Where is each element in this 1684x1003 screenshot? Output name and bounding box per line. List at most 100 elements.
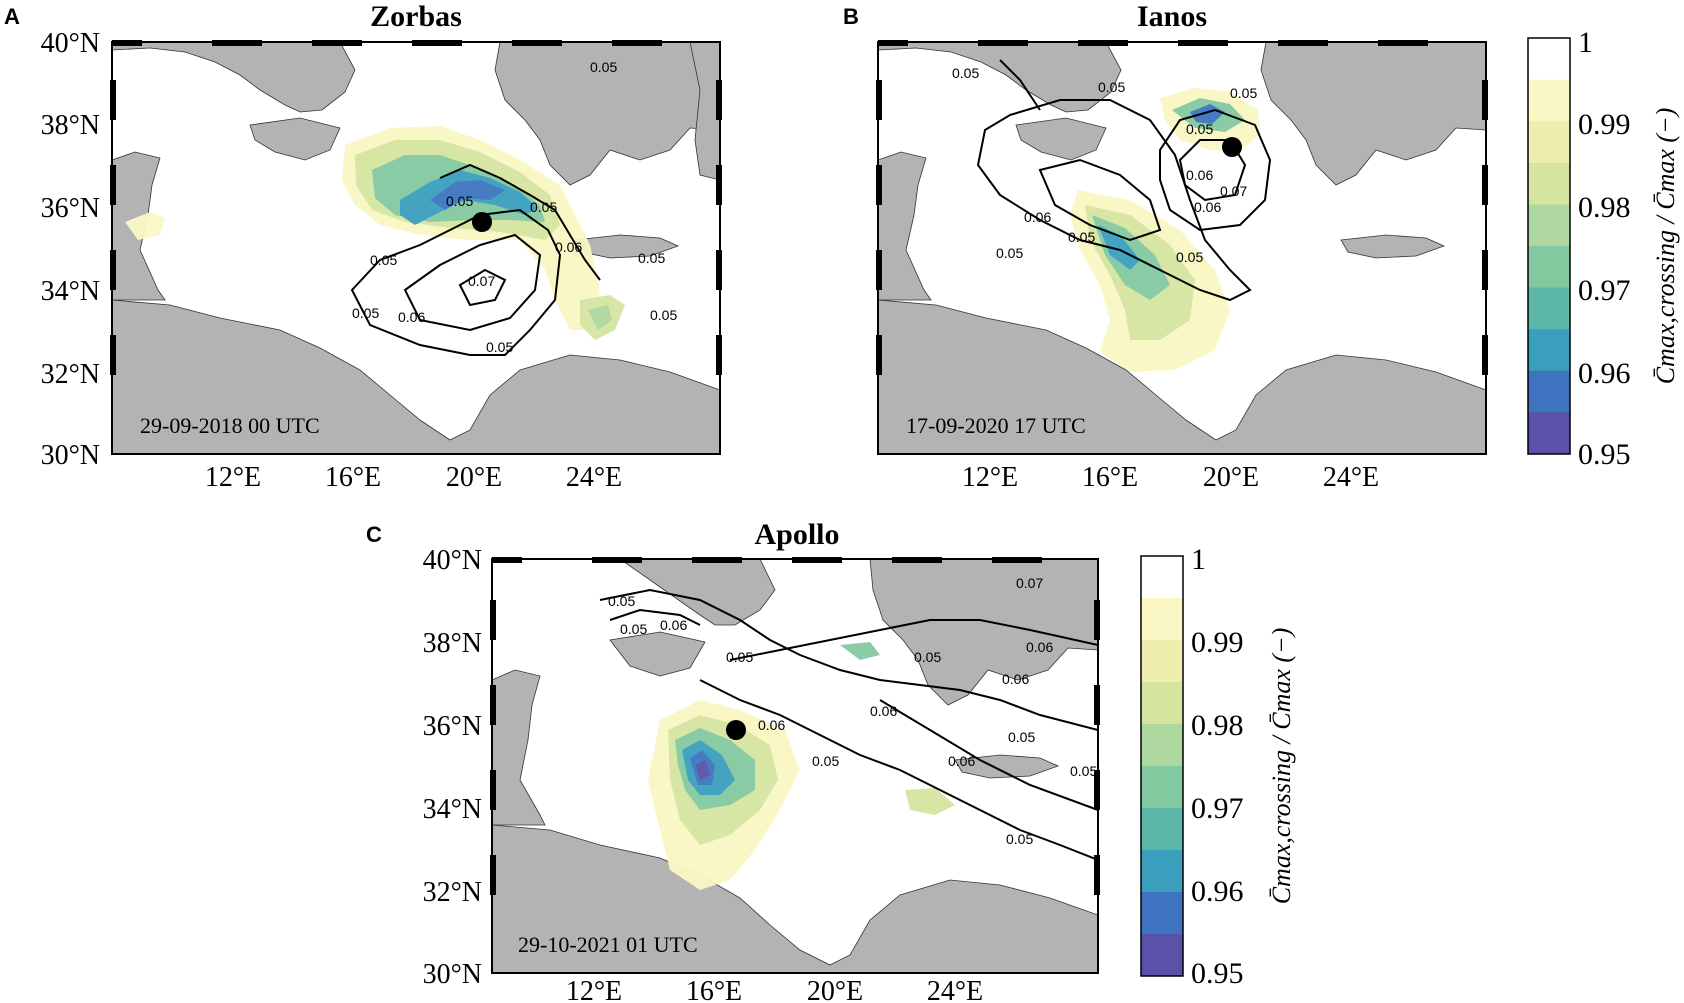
colorbar-swatch — [1528, 162, 1570, 205]
cyclone-center-marker — [472, 212, 492, 232]
contour-label: 0.06 — [1026, 639, 1053, 655]
contour-lines — [976, 59, 1272, 302]
contour-label: 0.05 — [1176, 249, 1203, 265]
contour-lines — [350, 163, 601, 356]
land-tunisia — [878, 151, 932, 301]
lon-label: 16°E — [325, 462, 381, 493]
lon-label: 12°E — [962, 462, 1018, 493]
land-libya — [878, 299, 1486, 454]
contour-label: 0.05 — [1098, 79, 1125, 95]
lon-label: 16°E — [1082, 462, 1138, 493]
lon-label: 20°E — [807, 976, 863, 1003]
lon-label: 16°E — [686, 976, 742, 1003]
land-greece — [869, 559, 1098, 706]
land-italy — [619, 559, 776, 626]
colorbar-tick: 0.97 — [1578, 274, 1631, 307]
contour-labels: 0.05 0.05 0.05 0.05 0.05 0.05 0.05 0.06 … — [352, 59, 677, 355]
contour-label: 0.06 — [1024, 209, 1051, 225]
land-crete — [1340, 234, 1446, 259]
land-greece — [1260, 42, 1486, 186]
panel-letter: A — [4, 4, 20, 29]
contour-label: 0.06 — [1194, 199, 1221, 215]
land-libya — [492, 824, 1098, 973]
longitude-labels: 12°E 16°E 20°E 24°E — [566, 976, 983, 1003]
colorbar-swatch — [1528, 412, 1570, 455]
colorbar-swatch — [1528, 329, 1570, 372]
contour-lines — [599, 588, 1098, 861]
contour-labels: 0.05 0.05 0.06 0.05 0.06 0.06 0.05 0.05 … — [608, 575, 1097, 847]
colorbar-top: 1 0.99 0.98 0.97 0.96 0.95 C̄max,crossin… — [1527, 26, 1680, 471]
colorbar-tick: 0.96 — [1191, 875, 1244, 908]
colorbar-swatch — [1141, 808, 1183, 851]
colorbar-tick: 0.99 — [1191, 626, 1244, 659]
lat-label: 40°N — [423, 545, 482, 576]
contour-label: 0.06 — [870, 703, 897, 719]
colorbar-tick: 0.99 — [1578, 108, 1631, 141]
cyclone-center-marker — [1222, 137, 1242, 157]
land-italy — [112, 42, 356, 113]
longitude-labels: 12°E 16°E 20°E 24°E — [962, 462, 1379, 493]
land-libya — [112, 299, 720, 454]
contour-label: 0.05 — [352, 305, 379, 321]
colorbar-tick: 0.96 — [1578, 357, 1631, 390]
shading — [648, 642, 955, 890]
panel-letter: C — [366, 522, 382, 547]
contour-label: 0.07 — [1016, 575, 1043, 591]
panel-c: C Apollo — [366, 518, 1100, 1003]
colorbar-swatch — [1141, 934, 1183, 977]
contour-label: 0.05 — [1070, 763, 1097, 779]
contour-label: 0.05 — [952, 65, 979, 81]
longitude-labels: 12°E 16°E 20°E 24°E — [205, 462, 622, 493]
colorbar-tick: 1 — [1578, 26, 1593, 59]
lon-label: 12°E — [205, 462, 261, 493]
colorbar-swatch — [1141, 556, 1183, 599]
colorbar-label: C̄max,crossing / C̄max (−) — [1267, 628, 1296, 905]
contour-label: 0.07 — [1220, 183, 1247, 199]
land-sicily — [249, 117, 341, 161]
land-italy — [878, 42, 1122, 113]
contour-label: 0.06 — [660, 617, 687, 633]
land-turkey — [689, 42, 720, 181]
contour-label: 0.05 — [486, 339, 513, 355]
lat-label: 30°N — [423, 959, 482, 990]
colorbar-swatch — [1528, 287, 1570, 330]
map-title: Ianos — [1137, 0, 1207, 33]
map-area: 29-10-2021 01 UTC — [492, 559, 1098, 973]
colorbar-label: C̄max,crossing / C̄max (−) — [1651, 108, 1680, 385]
colorbar-swatch — [1141, 724, 1183, 767]
panel-b: B Ianos — [843, 0, 1488, 493]
lat-label: 36°N — [41, 193, 100, 224]
lon-label: 20°E — [1203, 462, 1259, 493]
contour-label: 0.05 — [590, 59, 617, 75]
contour-label: 0.05 — [996, 245, 1023, 261]
lat-label: 32°N — [423, 877, 482, 908]
colorbar-swatch — [1141, 640, 1183, 683]
colorbar-swatch — [1141, 850, 1183, 893]
colorbar-swatch — [1528, 121, 1570, 164]
lon-label: 20°E — [446, 462, 502, 493]
colorbar-tick: 0.97 — [1191, 792, 1244, 825]
colorbar-tick: 0.95 — [1578, 438, 1631, 471]
lon-label: 24°E — [566, 462, 622, 493]
colorbar-bottom: 1 0.99 0.98 0.97 0.96 0.95 C̄max,crossin… — [1140, 543, 1296, 990]
border-ticks — [876, 40, 1488, 375]
map-title: Apollo — [754, 518, 839, 551]
colorbar-swatch — [1528, 370, 1570, 413]
contour-labels: 0.05 0.05 0.06 0.05 0.05 0.06 0.07 0.05 … — [952, 65, 1257, 265]
latitude-labels: 40°N 38°N 36°N 34°N 32°N 30°N — [41, 28, 100, 471]
contour-label: 0.05 — [638, 250, 665, 266]
lon-label: 24°E — [1323, 462, 1379, 493]
shading — [125, 126, 625, 340]
contour-label: 0.07 — [468, 273, 495, 289]
contour-label: 0.05 — [1230, 85, 1257, 101]
lat-label: 40°N — [41, 28, 100, 59]
contour-label: 0.05 — [370, 252, 397, 268]
contour-label: 0.05 — [650, 307, 677, 323]
border-ticks — [490, 557, 1100, 895]
lat-label: 36°N — [423, 711, 482, 742]
lat-label: 30°N — [41, 440, 100, 471]
land-sicily — [1015, 117, 1107, 161]
lat-label: 34°N — [41, 276, 100, 307]
colorbar-swatch — [1141, 598, 1183, 641]
